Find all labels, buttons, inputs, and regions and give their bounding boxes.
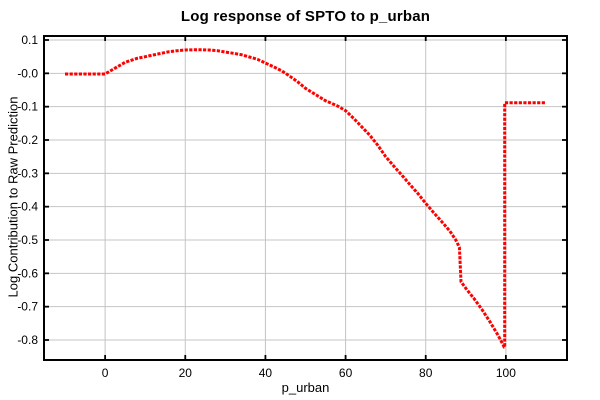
y-tick-label: -0.1 [17, 100, 38, 114]
axis-ticks [44, 36, 567, 360]
response-curve [65, 48, 546, 349]
x-tick-label: 80 [419, 366, 433, 380]
y-tick-label: -0.4 [17, 200, 38, 214]
tick-labels: 0 20 40 60 80 100 0.1 -0.0 -0.1 -0.2 -0.3 -0.4 -0.5 -… [17, 33, 516, 380]
y-tick-label: -0.7 [17, 300, 38, 314]
chart-title: Log response of SPTO to p_urban [180, 8, 431, 25]
x-tick-label: 20 [179, 366, 193, 380]
y-tick-label: -0.2 [17, 133, 38, 147]
y-tick-label: -0.6 [17, 266, 38, 280]
x-tick-label: 60 [339, 366, 353, 380]
plot-frame [43, 35, 568, 361]
x-tick-label: 100 [496, 366, 516, 380]
y-tick-label: -0.0 [17, 66, 38, 80]
plot-border [43, 35, 568, 361]
y-tick-label: -0.3 [17, 166, 38, 180]
x-axis-label: p_urban [281, 380, 330, 395]
y-tick-label: -0.5 [17, 233, 38, 247]
x-tick-label: 0 [102, 366, 109, 380]
y-tick-label: 0.1 [21, 33, 38, 47]
x-tick-label: 40 [259, 366, 273, 380]
series-line [65, 48, 546, 349]
y-tick-label: -0.8 [17, 333, 38, 347]
gridlines [44, 36, 567, 360]
